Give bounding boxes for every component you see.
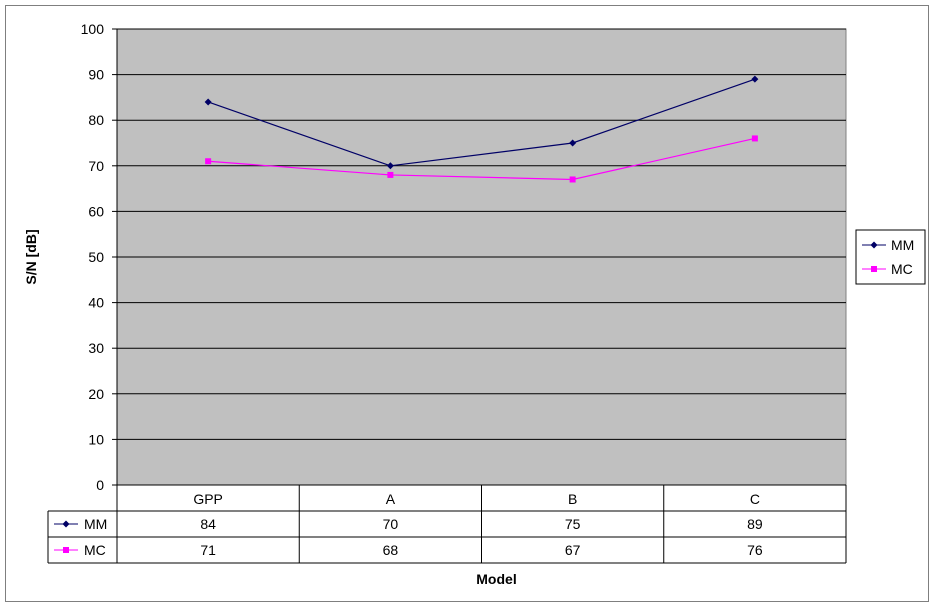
data-point-MC [387, 171, 394, 178]
y-tick-label-60: 60 [88, 203, 104, 219]
table-series-name: MC [84, 542, 106, 558]
table-key-marker-MM [62, 520, 70, 528]
data-point-MM [386, 162, 394, 170]
legend-label: MM [891, 237, 914, 253]
table-value: 71 [200, 542, 216, 558]
table-value: 76 [747, 542, 763, 558]
data-point-MC [205, 158, 212, 165]
table-value: 75 [565, 516, 581, 532]
table-value: 67 [565, 542, 581, 558]
y-tick-label-90: 90 [88, 67, 104, 83]
x-category-label: B [568, 491, 577, 507]
data-table: GPP A B C MM 84 70 75 89 MC 71 68 67 76 [47, 485, 847, 564]
y-tick-label-100: 100 [81, 21, 105, 37]
table-key-marker-MC [63, 547, 69, 553]
y-tick-label-40: 40 [88, 295, 104, 311]
legend-marker-MC [871, 266, 877, 272]
y-axis-title: S/N [dB] [23, 229, 39, 284]
y-axis-ticks: 0 10 20 30 40 50 60 70 80 90 100 [81, 21, 118, 493]
y-tick-label-70: 70 [88, 158, 104, 174]
y-tick-label-50: 50 [88, 249, 104, 265]
y-tick-label-80: 80 [88, 112, 104, 128]
table-value: 89 [747, 516, 763, 532]
legend: MM MC [855, 229, 926, 285]
data-point-MM [751, 75, 759, 83]
legend-marker-MM [870, 241, 878, 249]
series-line-MM [207, 78, 756, 167]
y-tick-label-20: 20 [88, 386, 104, 402]
table-value: 84 [200, 516, 216, 532]
x-category-label: A [386, 491, 396, 507]
y-tick-label-30: 30 [88, 340, 104, 356]
table-value: 70 [383, 516, 399, 532]
data-point-MC [569, 176, 576, 183]
x-axis-title: Model [476, 571, 516, 587]
y-tick-label-0: 0 [96, 477, 104, 493]
legend-label: MC [891, 261, 913, 277]
x-category-label: GPP [193, 491, 223, 507]
y-tick-label-10: 10 [88, 431, 104, 447]
data-point-MC [751, 135, 758, 142]
table-value: 68 [383, 542, 399, 558]
series-lines [204, 75, 759, 183]
x-category-label: C [750, 491, 760, 507]
series-line-MC [208, 137, 756, 181]
data-point-MM [204, 98, 212, 106]
table-series-name: MM [84, 516, 107, 532]
legend-box [855, 229, 926, 285]
data-point-MM [569, 139, 577, 147]
gridlines [117, 28, 846, 486]
